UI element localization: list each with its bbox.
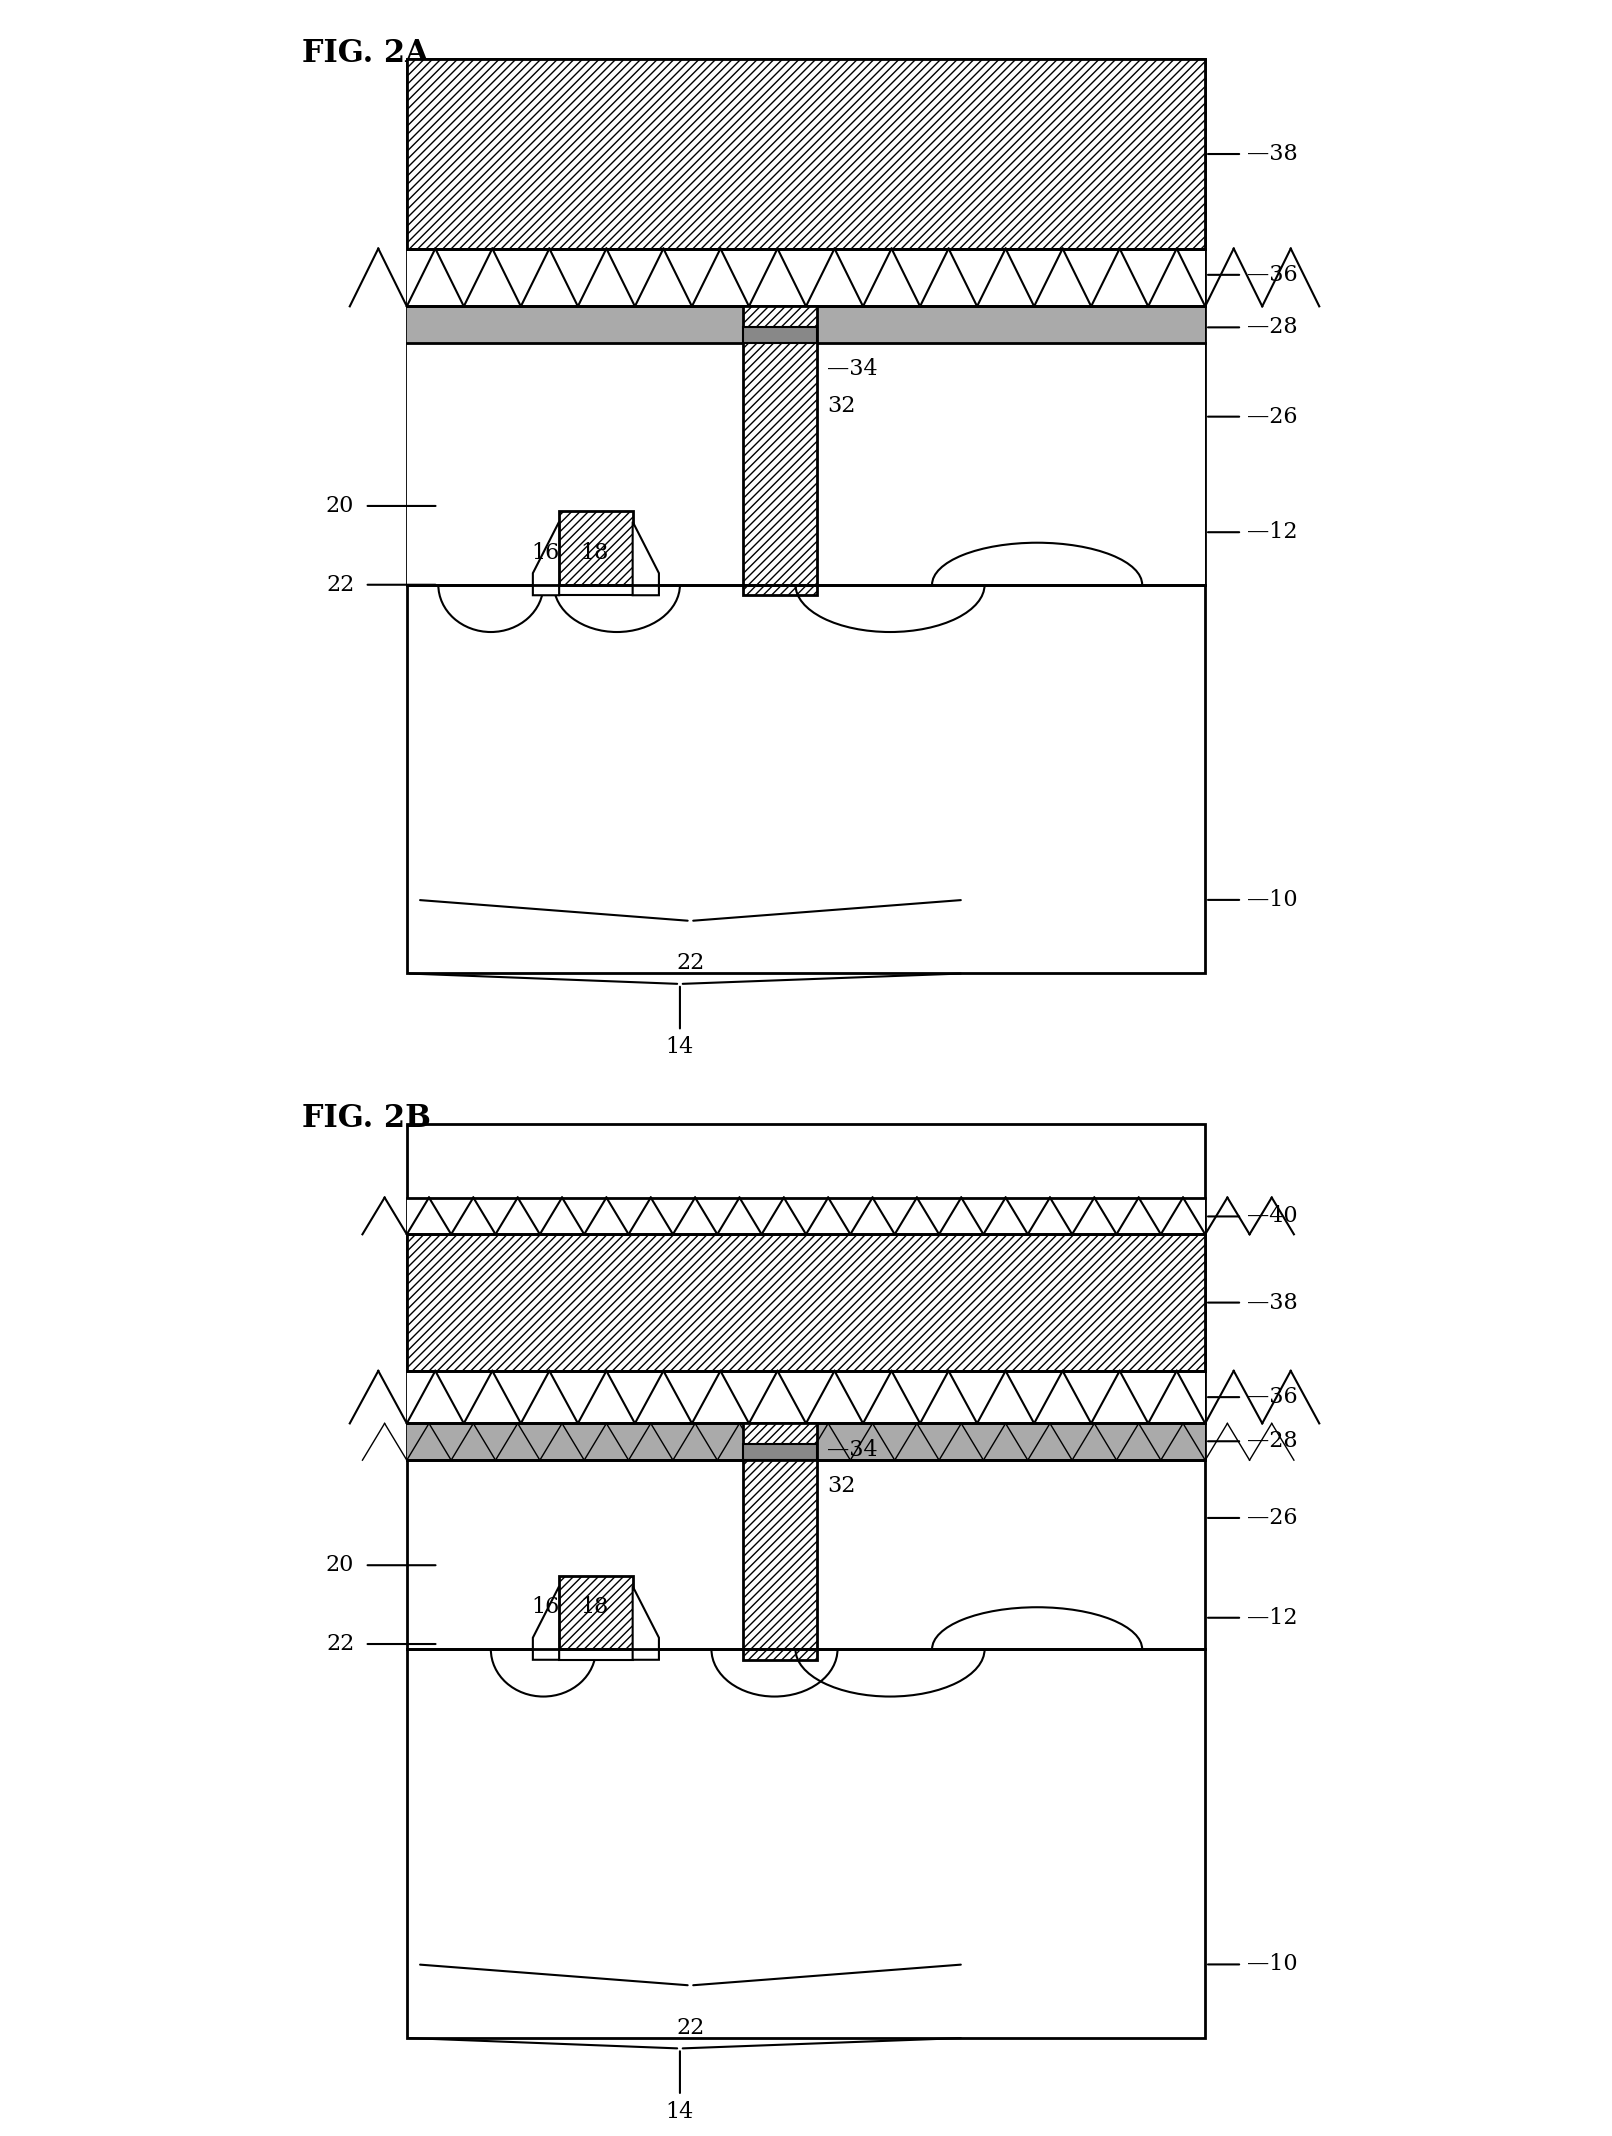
Bar — [559, 585, 632, 596]
Text: 22: 22 — [326, 575, 355, 596]
Text: —26: —26 — [1248, 406, 1298, 427]
Bar — [406, 248, 1206, 305]
Text: 20: 20 — [326, 1555, 355, 1576]
Text: 32: 32 — [827, 1476, 856, 1497]
Text: 14: 14 — [666, 1036, 695, 1059]
Bar — [406, 1371, 1206, 1423]
Text: 22: 22 — [677, 2016, 704, 2040]
Text: —36: —36 — [1248, 265, 1298, 286]
Text: —28: —28 — [1248, 1431, 1298, 1452]
Polygon shape — [632, 521, 659, 596]
Text: 18: 18 — [580, 543, 608, 564]
Text: —36: —36 — [1248, 1386, 1298, 1408]
Text: —34: —34 — [827, 1440, 877, 1461]
Text: —28: —28 — [1248, 316, 1298, 337]
Bar — [406, 1423, 1206, 1461]
Text: FIG. 2A: FIG. 2A — [301, 38, 429, 70]
Bar — [743, 1444, 817, 1461]
Bar — [559, 1576, 632, 1649]
Text: 16: 16 — [530, 1596, 559, 1619]
Text: —26: —26 — [1248, 1508, 1298, 1529]
Bar — [406, 1198, 1206, 1235]
Text: —10: —10 — [1248, 1954, 1298, 1976]
Polygon shape — [534, 521, 559, 596]
Text: 22: 22 — [326, 1634, 355, 1655]
Text: 22: 22 — [677, 953, 704, 974]
Bar — [559, 1649, 632, 1660]
Bar — [559, 511, 632, 585]
Bar — [406, 60, 1206, 248]
Polygon shape — [534, 1587, 559, 1660]
Text: —12: —12 — [1248, 521, 1298, 543]
Text: —40: —40 — [1248, 1205, 1298, 1228]
Text: 20: 20 — [326, 496, 355, 517]
Bar — [743, 327, 817, 344]
FancyBboxPatch shape — [406, 1124, 1206, 2038]
Polygon shape — [632, 1587, 659, 1660]
Bar — [406, 1235, 1206, 1371]
Text: —10: —10 — [1248, 889, 1298, 910]
Text: —38: —38 — [1248, 1292, 1298, 1314]
FancyBboxPatch shape — [406, 60, 1206, 974]
Bar — [406, 344, 1206, 585]
Text: —12: —12 — [1248, 1606, 1298, 1630]
Bar — [743, 305, 817, 596]
Text: 14: 14 — [666, 2102, 695, 2123]
Text: 18: 18 — [580, 1596, 608, 1619]
Bar — [406, 305, 1206, 344]
Text: FIG. 2B: FIG. 2B — [301, 1102, 430, 1134]
Text: —38: —38 — [1248, 143, 1298, 164]
Text: 16: 16 — [530, 543, 559, 564]
Text: —34: —34 — [827, 359, 877, 380]
Bar — [743, 1423, 817, 1660]
Text: 32: 32 — [827, 395, 856, 417]
